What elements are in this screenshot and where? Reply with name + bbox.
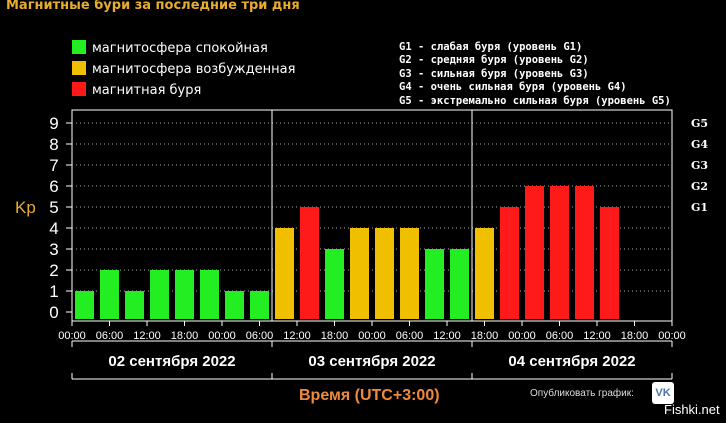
x-tick-label: 12:00 [583,330,611,342]
y-tick-label: 5 [49,198,58,217]
x-tick-label: 12:00 [433,330,461,342]
kp-bar [225,291,244,319]
day-label: 04 сентября 2022 [508,353,635,370]
g-level-legend: G1 - слабая буря (уровень G1) G2 - средн… [399,41,671,108]
g-tick-label: G4 [691,138,708,151]
kp-bar [550,186,569,319]
g-tick-label: G1 [691,201,708,214]
x-tick-label: 06:00 [96,330,124,342]
x-tick-label: 00:00 [658,330,686,342]
x-tick-label: 06:00 [546,330,574,342]
page-title: Магнитные бури за последние три дня [6,0,300,13]
x-axis-label: Время (UTC+3:00) [299,387,440,404]
g-legend-g5: G5 - экстремально сильная буря (уровень … [399,94,671,107]
legend-swatch-quiet [72,40,86,54]
legend-swatch-active [72,61,86,75]
kp-bar [250,291,269,319]
legend-swatch-storm [72,82,86,96]
kp-bar [100,270,119,319]
legend-label-storm: магнитная буря [92,83,202,98]
x-tick-label: 12:00 [133,330,161,342]
g-tick-label: G5 [691,117,708,130]
kp-bar [600,207,619,319]
legend-label-active: магнитосфера возбужденная [92,62,296,77]
x-tick-label: 18:00 [471,330,499,342]
kp-bar [75,291,94,319]
kp-bar [575,186,594,319]
y-tick-label: 4 [49,219,58,238]
y-tick-label: 6 [49,177,58,196]
x-tick-label: 00:00 [508,330,536,342]
y-tick-label: 1 [49,282,58,301]
g-legend-g2: G2 - средняя буря (уровень G2) [399,54,589,67]
y-axis-label: Kp [15,198,36,217]
y-tick-label: 7 [49,156,58,175]
y-tick-label: 9 [49,114,58,133]
legend-label-quiet: магнитосфера спокойная [92,41,268,56]
legend-item-storm: магнитная буря [72,82,201,98]
kp-bar [400,228,419,319]
x-tick-label: 18:00 [321,330,349,342]
kp-bar [300,207,319,319]
publish-text: Опубликовать график: [530,388,634,399]
y-tick-label: 2 [49,261,58,280]
x-tick-label: 18:00 [621,330,649,342]
x-tick-label: 06:00 [246,330,274,342]
x-tick-label: 00:00 [58,330,86,342]
x-tick-label: 18:00 [171,330,199,342]
kp-bar [350,228,369,319]
day-label: 03 сентября 2022 [308,353,435,370]
kp-bar [450,249,469,319]
kp-bar [200,270,219,319]
kp-bar [500,207,519,319]
kp-bar [125,291,144,319]
site-watermark: Fishki.net [664,402,720,417]
legend-item-active: магнитосфера возбужденная [72,61,295,77]
kp-bar [375,228,394,319]
y-tick-label: 0 [49,303,58,322]
x-tick-label: 12:00 [283,330,311,342]
g-tick-label: G3 [691,159,708,172]
x-tick-label: 00:00 [358,330,386,342]
kp-bar [150,270,169,319]
x-tick-label: 00:00 [208,330,236,342]
kp-bar [275,228,294,319]
kp-bar [175,270,194,319]
g-legend-g4: G4 - очень сильная буря (уровень G4) [399,81,627,94]
legend-item-quiet: магнитосфера спокойная [72,40,268,56]
y-tick-label: 3 [49,240,58,259]
kp-bar [475,228,494,319]
kp-bar [325,249,344,319]
g-tick-label: G2 [691,180,708,193]
y-tick-label: 8 [49,135,58,154]
g-legend-g1: G1 - слабая буря (уровень G1) [399,41,583,53]
day-label: 02 сентября 2022 [108,353,235,370]
kp-bar [525,186,544,319]
vk-share-button[interactable]: VK [652,382,674,404]
g-legend-g3: G3 - сильная буря (уровень G3) [399,67,589,80]
kp-bar [425,249,444,319]
x-tick-label: 06:00 [396,330,424,342]
